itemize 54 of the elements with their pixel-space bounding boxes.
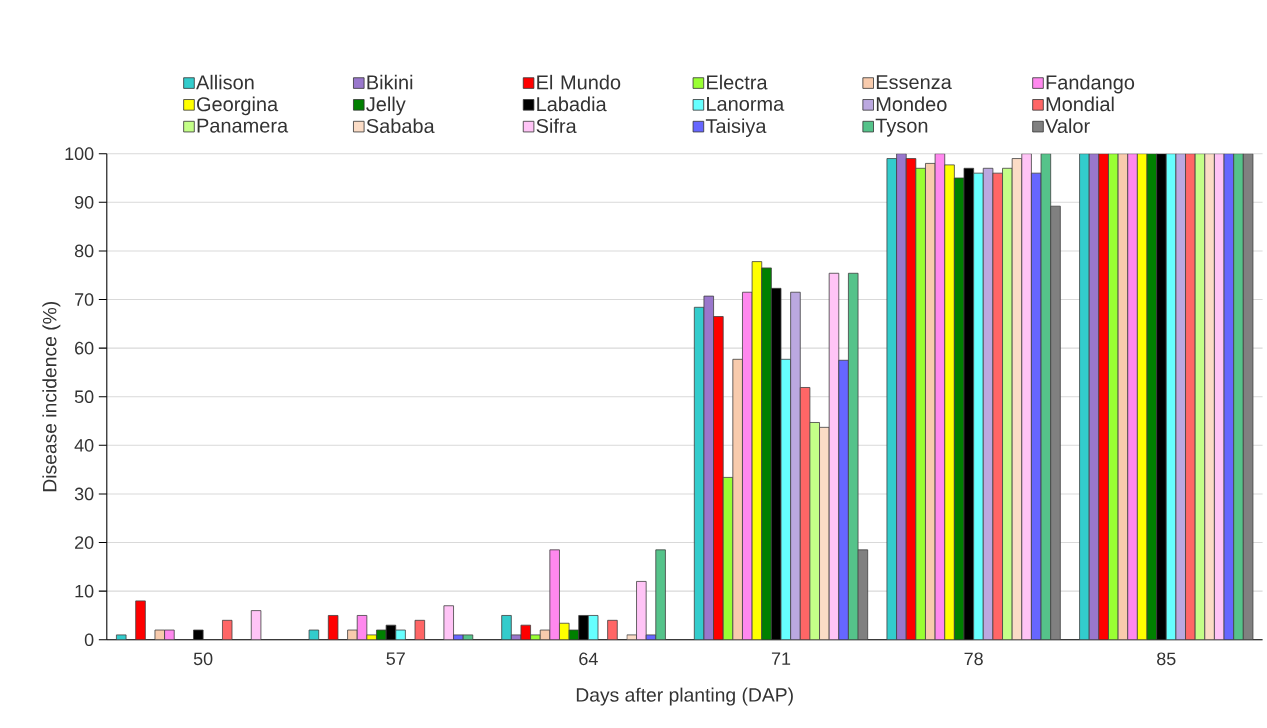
legend-label: Bikini [367,75,413,90]
y-tick-label: 70 [75,293,94,307]
bar [636,581,647,640]
legend-label: Panamera [197,118,289,133]
legend-label: Taisiya [705,118,767,138]
x-tick-label: 78 [964,652,983,666]
legend-label: Jelly [366,96,406,116]
bar [549,549,560,640]
y-tick-label: 90 [74,196,94,209]
bar [915,168,926,640]
bar [193,629,204,640]
bar [1185,153,1196,640]
bar [732,359,743,640]
bar [1079,153,1090,640]
bar [973,172,984,640]
legend-label: El Mundo [537,75,621,90]
legend-label: Mondeo [876,96,947,112]
bar [1098,153,1109,640]
x-tick-label: 64 [579,652,598,666]
legend-label: Georgina [197,96,279,116]
legend-label: Labadia [537,96,607,112]
y-tick-label: 100 [65,147,94,161]
legend-label: Sababa [366,118,435,134]
legend-label: Valor [1045,118,1090,134]
bar [1233,153,1244,640]
x-tick-label: 50 [193,652,213,666]
bar [1242,153,1254,640]
bar [1021,153,1032,640]
y-tick-label: 10 [75,585,94,598]
legend-label: Sifra [536,118,577,134]
y-tick-label: 60 [75,341,94,355]
bar [713,316,724,640]
legend-label: Electra [707,75,768,90]
legend-label: Mondial [1046,96,1114,112]
bar [655,549,666,640]
y-tick-label: 20 [75,536,94,550]
legend-label: Lanorma [707,97,785,112]
y-tick-label: 0 [84,633,94,647]
x-axis-title: Days after planting (DAP) [576,687,793,706]
legend-label: Essenza [876,75,952,90]
bar [1127,153,1138,640]
y-tick-label: 30 [74,487,94,501]
legend-label: Fandango [1046,75,1135,94]
bar [761,267,772,640]
legend-label: Tyson [875,118,928,137]
x-tick-label: 71 [771,652,791,666]
y-tick-label: 50 [74,390,94,404]
bar [1002,168,1013,640]
x-tick-label: 85 [1157,652,1176,666]
x-tick-label: 57 [386,652,405,666]
y-tick-label: 40 [74,439,94,452]
y-tick-label: 80 [74,244,94,258]
legend-label: Allison [196,75,254,90]
y-axis-title: Disease incidence (%) [42,302,61,492]
